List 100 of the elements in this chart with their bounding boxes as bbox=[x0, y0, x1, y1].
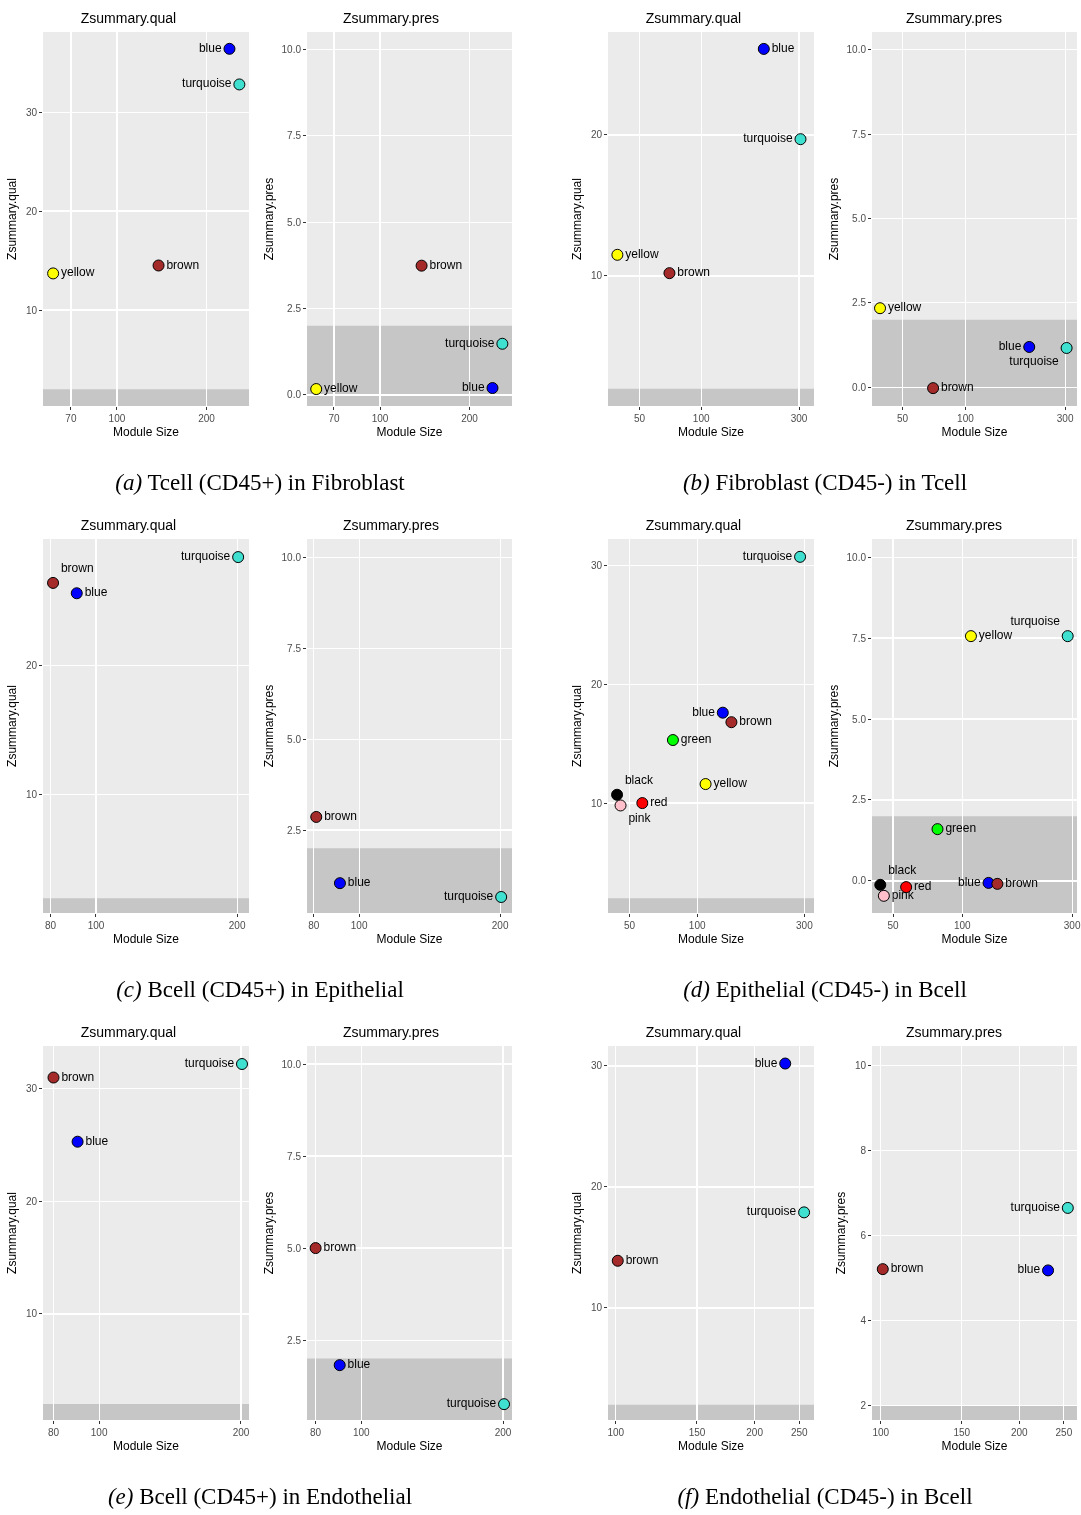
x-tick-label: 200 bbox=[232, 1427, 250, 1438]
x-tick-label: 200 bbox=[491, 920, 509, 931]
y-tick-label: 10 bbox=[590, 797, 603, 809]
series-label: turquoise bbox=[180, 549, 231, 564]
y-axis-title: Zsummary.pres bbox=[827, 684, 841, 768]
series-label: yellow bbox=[713, 776, 748, 791]
x-tick-label: 80 bbox=[308, 920, 320, 931]
x-tick-label: 50 bbox=[887, 920, 900, 931]
x-tick-label: 100 bbox=[607, 1427, 625, 1438]
x-tick-label: 300 bbox=[1063, 920, 1081, 931]
series-label: brown bbox=[677, 265, 711, 280]
series-label: blue bbox=[85, 1133, 109, 1148]
series-label: turquoise bbox=[1010, 1199, 1061, 1214]
x-tick-label: 150 bbox=[953, 1427, 971, 1438]
x-tick-label: 100 bbox=[692, 413, 710, 424]
series-label: yellow bbox=[887, 300, 922, 315]
x-tick-label: 80 bbox=[44, 920, 57, 931]
chart-title: Zsummary.pres bbox=[342, 516, 440, 533]
chart-title: Zsummary.pres bbox=[905, 516, 1003, 533]
series-label: turquoise bbox=[182, 76, 232, 91]
y-tick-label: 10 bbox=[25, 304, 38, 316]
y-tick-label: 5.0 bbox=[287, 1242, 302, 1254]
series-label: pink bbox=[628, 811, 652, 826]
x-tick-label: 100 bbox=[350, 920, 368, 931]
y-tick-label: 2.5 bbox=[287, 1334, 302, 1346]
y-tick-label: 30 bbox=[590, 1060, 603, 1072]
y-tick-label: 0.0 bbox=[287, 389, 302, 401]
series-label: green bbox=[945, 821, 977, 836]
series-label: turquoise bbox=[1010, 614, 1061, 629]
series-label: blue bbox=[998, 338, 1022, 353]
chart-title: Zsummary.pres bbox=[342, 9, 440, 26]
series-label: brown bbox=[625, 1252, 659, 1267]
x-tick-label: 100 bbox=[371, 413, 389, 424]
series-label: blue bbox=[692, 704, 716, 719]
y-tick-label: 0.0 bbox=[852, 875, 867, 887]
y-tick-label: 7.5 bbox=[852, 128, 867, 140]
y-tick-label: 20 bbox=[25, 660, 38, 672]
series-label: black bbox=[624, 772, 654, 787]
y-tick-label: 5.0 bbox=[852, 212, 867, 224]
x-tick-label: 100 bbox=[953, 920, 972, 931]
x-axis-title: Module Size bbox=[376, 1438, 443, 1453]
y-axis-title: Zsummary.qual bbox=[5, 685, 20, 767]
series-label: brown bbox=[60, 561, 94, 576]
series-label: yellow bbox=[978, 628, 1013, 643]
y-tick-label: 2.5 bbox=[852, 297, 867, 309]
x-tick-label: 300 bbox=[1056, 413, 1074, 424]
series-label: turquoise bbox=[746, 1204, 797, 1219]
series-label: red bbox=[650, 795, 668, 810]
x-tick-label: 200 bbox=[228, 920, 246, 931]
y-tick-label: 2 bbox=[860, 1399, 867, 1411]
x-tick-label: 200 bbox=[1010, 1427, 1029, 1438]
x-axis-title: Module Size bbox=[112, 931, 180, 946]
x-axis-title: Module Size bbox=[941, 1438, 1008, 1453]
series-label: blue bbox=[347, 875, 371, 890]
y-tick-label: 10 bbox=[25, 789, 38, 801]
y-tick-label: 20 bbox=[25, 1195, 38, 1207]
chart-title: Zsummary.qual bbox=[645, 9, 742, 26]
y-axis-title: Zsummary.pres bbox=[834, 1191, 849, 1275]
x-tick-label: 70 bbox=[65, 413, 77, 424]
y-axis-title: Zsummary.pres bbox=[262, 1191, 276, 1275]
series-label: blue bbox=[198, 40, 222, 55]
series-label: yellow bbox=[625, 246, 659, 261]
x-tick-label: 80 bbox=[47, 1427, 60, 1438]
y-tick-label: 10 bbox=[590, 1302, 603, 1314]
x-axis-title: Module Size bbox=[376, 424, 443, 439]
y-axis-title: Zsummary.qual bbox=[5, 178, 20, 260]
series-label: turquoise bbox=[445, 335, 495, 350]
series-label: turquoise bbox=[743, 131, 793, 146]
y-tick-label: 7.5 bbox=[852, 632, 867, 644]
x-tick-label: 250 bbox=[1055, 1427, 1073, 1438]
text: (e) Bcell (CD45+) in Endothelial bbox=[106, 1484, 414, 1510]
x-tick-label: 50 bbox=[897, 413, 909, 424]
chart-title: Zsummary.qual bbox=[80, 9, 177, 26]
y-tick-label: 10 bbox=[590, 270, 603, 282]
y-axis-title: Zsummary.qual bbox=[570, 178, 585, 260]
y-tick-label: 10.0 bbox=[846, 44, 867, 56]
x-tick-label: 100 bbox=[872, 1427, 890, 1438]
y-tick-label: 20 bbox=[590, 678, 603, 690]
x-tick-label: 300 bbox=[790, 413, 808, 424]
text: (a) Tcell (CD45+) in Fibroblast bbox=[114, 470, 406, 496]
x-axis-title: Module Size bbox=[112, 1438, 180, 1453]
x-tick-label: 250 bbox=[790, 1427, 809, 1438]
series-label: turquoise bbox=[1009, 353, 1060, 368]
y-axis-title: Zsummary.pres bbox=[262, 177, 276, 261]
series-label: brown bbox=[166, 257, 200, 272]
x-tick-label: 100 bbox=[957, 413, 975, 424]
x-tick-label: 80 bbox=[310, 1427, 322, 1438]
x-tick-label: 200 bbox=[198, 413, 216, 424]
series-label: green bbox=[680, 732, 712, 747]
x-tick-label: 70 bbox=[328, 413, 340, 424]
chart-title: Zsummary.qual bbox=[80, 516, 177, 533]
y-tick-label: 30 bbox=[25, 106, 38, 118]
y-tick-label: 0.0 bbox=[852, 381, 867, 393]
y-axis-title: Zsummary.qual bbox=[570, 685, 585, 767]
x-tick-label: 100 bbox=[352, 1427, 371, 1438]
x-axis-title: Module Size bbox=[941, 931, 1008, 946]
x-axis-title: Module Size bbox=[112, 424, 180, 439]
y-tick-label: 5.0 bbox=[287, 216, 302, 228]
y-axis-title: Zsummary.qual bbox=[5, 1192, 20, 1274]
x-tick-label: 300 bbox=[796, 920, 814, 931]
